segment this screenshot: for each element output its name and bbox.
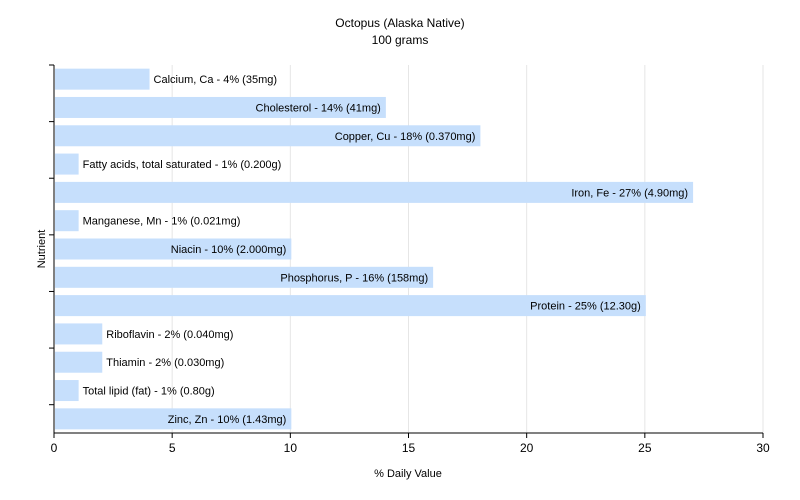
y-axis-label: Nutrient: [36, 230, 48, 269]
bars: Calcium, Ca - 4% (35mg) Cholesterol - 14%…: [55, 68, 694, 430]
bar-label: Thiamin - 2% (0.030mg): [106, 357, 224, 369]
bar-label: Riboflavin - 2% (0.040mg): [106, 329, 233, 341]
bar: [55, 323, 103, 345]
x-tick-label: 30: [756, 441, 770, 455]
bar-label: Fatty acids, total saturated - 1% (0.200…: [83, 159, 282, 171]
x-tick-label: 20: [520, 441, 534, 455]
bar: [55, 295, 646, 317]
bar-label: Total lipid (fat) - 1% (0.80g): [83, 386, 215, 398]
x-tick-label: 25: [638, 441, 652, 455]
bar-label: Zinc, Zn - 10% (1.43mg): [168, 414, 287, 426]
bar: [55, 125, 481, 147]
bar: [55, 96, 386, 118]
bar: [55, 210, 79, 232]
bar: [55, 68, 150, 90]
bar: [55, 238, 292, 260]
bar-label: Calcium, Ca - 4% (35mg): [154, 74, 277, 86]
bar-label: Iron, Fe - 27% (4.90mg): [571, 187, 688, 199]
bar-label: Phosphorus, P - 16% (158mg): [280, 272, 428, 284]
x-tick-label: 10: [284, 441, 298, 455]
bar-label: Cholesterol - 14% (41mg): [256, 102, 381, 114]
bar: [55, 266, 434, 288]
axes: 0 5 10 15 20 25 30: [49, 64, 770, 455]
bar-label: Manganese, Mn - 1% (0.021mg): [83, 216, 241, 228]
bar-label: Protein - 25% (12.30g): [530, 301, 641, 313]
bar: [55, 181, 694, 203]
chart-title: Octopus (Alaska Native): [335, 16, 464, 30]
bar-label: Copper, Cu - 18% (0.370mg): [335, 131, 476, 143]
x-axis-label: % Daily Value: [374, 468, 442, 480]
chart-subtitle: 100 grams: [372, 33, 429, 47]
bar: [55, 408, 292, 430]
x-tick-label: 15: [402, 441, 416, 455]
bar: [55, 380, 79, 402]
bar: [55, 153, 79, 175]
bar-label: Niacin - 10% (2.000mg): [171, 244, 287, 256]
x-tick-label: 5: [169, 441, 176, 455]
x-tick-label: 0: [51, 441, 58, 455]
bar: [55, 351, 103, 373]
